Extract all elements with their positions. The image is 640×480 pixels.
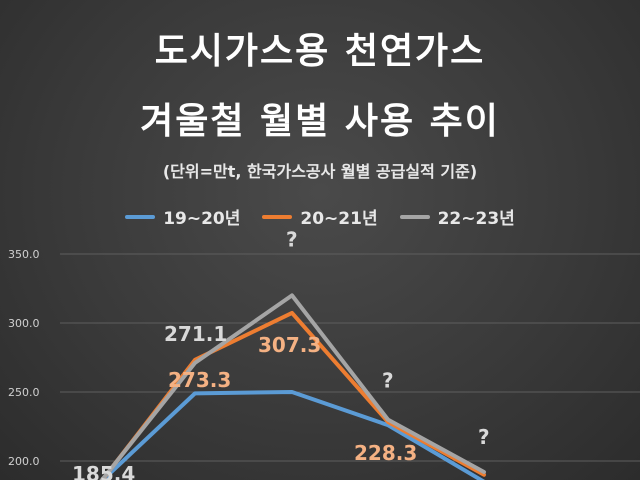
data-label: 185.4	[72, 462, 135, 480]
legend-label-19-20: 19~20년	[163, 209, 241, 229]
legend-item-22-23: 22~23년	[399, 204, 515, 229]
chart-title-line-1: 도시가스용 천연가스	[154, 31, 486, 72]
question-annotation: ?	[382, 369, 394, 393]
data-label: 271.1	[164, 322, 227, 346]
series-line-0	[99, 390, 486, 480]
y-tick-label: 250.0	[8, 386, 40, 399]
legend-swatch-20-21	[262, 214, 293, 219]
y-tick-label: 300.0	[8, 317, 40, 330]
chart-title-line-2: 겨울철 월별 사용 추이	[140, 101, 500, 142]
series-line-2	[99, 293, 486, 480]
legend-label-20-21: 20~21년	[300, 209, 378, 229]
chart-legend: 19~20년 20~21년 22~23년	[0, 204, 640, 229]
legend-label-22-23: 22~23년	[437, 209, 515, 229]
legend-swatch-19-20	[125, 214, 156, 219]
data-label: 307.3	[258, 333, 321, 357]
legend-swatch-22-23	[399, 214, 430, 219]
data-label: 228.3	[354, 441, 417, 465]
question-annotation: ?	[478, 425, 490, 449]
legend-item-19-20: 19~20년	[125, 204, 240, 229]
question-annotation: ?	[286, 227, 298, 251]
chart-subtitle: (단위=만t, 한국가스공사 월별 공급실적 기준)	[162, 162, 478, 181]
data-label: 273.3	[168, 368, 231, 392]
y-tick-label: 350.0	[8, 248, 40, 261]
legend-item-20-21: 20~21년	[262, 204, 378, 229]
y-tick-label: 200.0	[8, 455, 40, 468]
